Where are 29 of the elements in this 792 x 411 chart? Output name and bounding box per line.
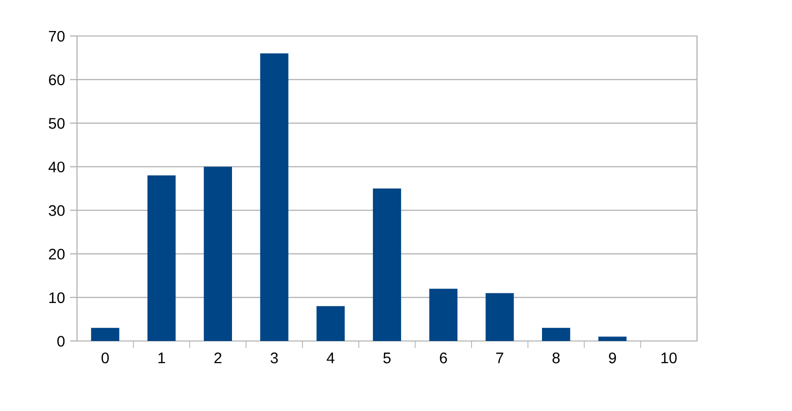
bar: [316, 306, 345, 341]
y-tick-label: 60: [48, 74, 65, 86]
x-tick-label: 10: [661, 352, 677, 364]
y-tick-label: 10: [49, 292, 65, 304]
bar: [147, 175, 176, 341]
bar: [372, 188, 402, 341]
bar: [91, 328, 120, 341]
bar: [429, 288, 458, 341]
x-tick-label: 5: [383, 352, 391, 364]
bar: [598, 336, 627, 341]
bar: [260, 53, 288, 341]
x-tick-label: 4: [326, 352, 334, 364]
x-tick-label: 8: [552, 352, 560, 364]
y-tick-label: 20: [48, 248, 65, 260]
x-tick-label: 1: [158, 352, 166, 364]
y-tick-label: 40: [48, 162, 65, 172]
x-tick-label: 7: [496, 352, 504, 364]
y-tick-label: 70: [48, 30, 65, 42]
x-tick-label: 9: [608, 352, 616, 364]
y-tick-label: 30: [48, 205, 65, 216]
bar: [542, 328, 570, 341]
bar: [204, 166, 232, 341]
y-tick-label: 50: [48, 118, 65, 129]
x-tick-label: 0: [102, 352, 109, 364]
bar: [486, 293, 514, 341]
y-tick-label: 0: [57, 336, 65, 347]
x-tick-label: 3: [270, 352, 278, 364]
x-tick-label: 6: [440, 352, 447, 364]
x-tick-label: 2: [214, 352, 222, 364]
